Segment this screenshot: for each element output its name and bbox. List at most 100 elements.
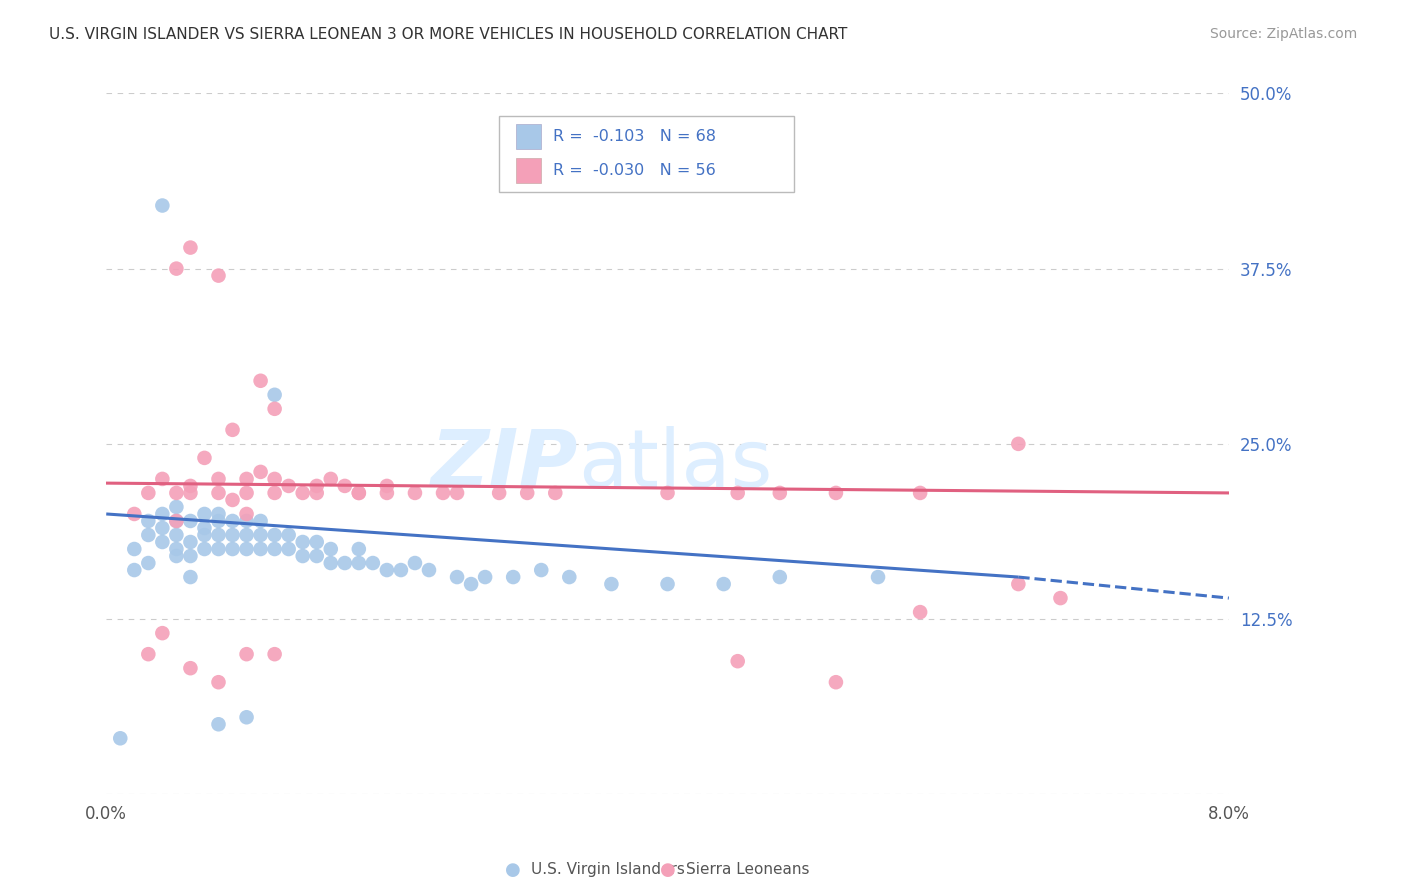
Point xyxy=(908,486,931,500)
Point xyxy=(235,647,257,661)
Point xyxy=(446,486,468,500)
Point xyxy=(908,605,931,619)
Point xyxy=(124,541,146,556)
Point xyxy=(319,556,342,570)
Point xyxy=(319,541,342,556)
Point xyxy=(657,486,679,500)
Point xyxy=(193,528,215,542)
Point xyxy=(305,535,328,549)
Point xyxy=(333,556,356,570)
Point xyxy=(305,479,328,493)
Point xyxy=(263,401,285,416)
Point xyxy=(235,514,257,528)
Text: ZIP: ZIP xyxy=(430,425,578,504)
Point xyxy=(179,241,201,255)
Point xyxy=(600,577,623,591)
Point xyxy=(235,472,257,486)
Point xyxy=(530,563,553,577)
Point xyxy=(249,374,271,388)
Point xyxy=(235,507,257,521)
Point xyxy=(235,528,257,542)
Point xyxy=(305,486,328,500)
Point xyxy=(389,563,412,577)
Point xyxy=(263,388,285,402)
Point xyxy=(1007,437,1029,451)
Point xyxy=(207,486,229,500)
Point xyxy=(179,549,201,563)
Point xyxy=(221,423,243,437)
Point xyxy=(866,570,889,584)
Point xyxy=(193,450,215,465)
Point xyxy=(347,556,370,570)
Text: U.S. VIRGIN ISLANDER VS SIERRA LEONEAN 3 OR MORE VEHICLES IN HOUSEHOLD CORRELATI: U.S. VIRGIN ISLANDER VS SIERRA LEONEAN 3… xyxy=(49,27,848,42)
Point xyxy=(249,528,271,542)
Point xyxy=(179,535,201,549)
Point xyxy=(207,541,229,556)
Point xyxy=(207,528,229,542)
Point xyxy=(460,577,482,591)
Point xyxy=(150,472,173,486)
Text: Source: ZipAtlas.com: Source: ZipAtlas.com xyxy=(1209,27,1357,41)
Point xyxy=(221,541,243,556)
Point xyxy=(207,717,229,731)
Text: R =  -0.030   N = 56: R = -0.030 N = 56 xyxy=(553,163,716,178)
Point xyxy=(110,731,132,746)
Point xyxy=(361,556,384,570)
Point xyxy=(277,541,299,556)
Point xyxy=(404,486,426,500)
Point xyxy=(165,500,187,514)
Text: U.S. Virgin Islanders: U.S. Virgin Islanders xyxy=(531,863,685,877)
Point xyxy=(221,492,243,507)
Point xyxy=(502,570,524,584)
Point xyxy=(825,486,848,500)
Point xyxy=(179,514,201,528)
Point xyxy=(249,465,271,479)
Point xyxy=(418,563,440,577)
Text: Sierra Leoneans: Sierra Leoneans xyxy=(686,863,810,877)
Point xyxy=(235,541,257,556)
Point xyxy=(235,710,257,724)
Point xyxy=(263,528,285,542)
Point xyxy=(432,486,454,500)
Point xyxy=(150,198,173,212)
Point xyxy=(207,514,229,528)
Point xyxy=(138,556,160,570)
Text: ●: ● xyxy=(505,861,522,879)
Point xyxy=(165,549,187,563)
Point xyxy=(769,570,792,584)
Point xyxy=(263,541,285,556)
Point xyxy=(1007,577,1029,591)
Point xyxy=(727,654,749,668)
Point xyxy=(165,486,187,500)
Point xyxy=(488,486,510,500)
Point xyxy=(347,486,370,500)
Point xyxy=(558,570,581,584)
Point xyxy=(769,486,792,500)
Point xyxy=(347,541,370,556)
Point xyxy=(825,675,848,690)
Point xyxy=(249,541,271,556)
Point xyxy=(165,541,187,556)
Point xyxy=(516,486,538,500)
Point xyxy=(207,507,229,521)
Point xyxy=(375,486,398,500)
Point xyxy=(263,486,285,500)
Point xyxy=(291,486,314,500)
Point xyxy=(193,507,215,521)
Point xyxy=(221,528,243,542)
Point xyxy=(179,570,201,584)
Point xyxy=(263,647,285,661)
Point xyxy=(179,486,201,500)
Point xyxy=(207,268,229,283)
Point xyxy=(124,563,146,577)
Text: ●: ● xyxy=(659,861,676,879)
Point xyxy=(138,514,160,528)
Point xyxy=(138,486,160,500)
Point xyxy=(544,486,567,500)
Point xyxy=(150,521,173,535)
Point xyxy=(375,563,398,577)
Point xyxy=(138,647,160,661)
Point xyxy=(446,570,468,584)
Point xyxy=(291,549,314,563)
Point xyxy=(221,514,243,528)
